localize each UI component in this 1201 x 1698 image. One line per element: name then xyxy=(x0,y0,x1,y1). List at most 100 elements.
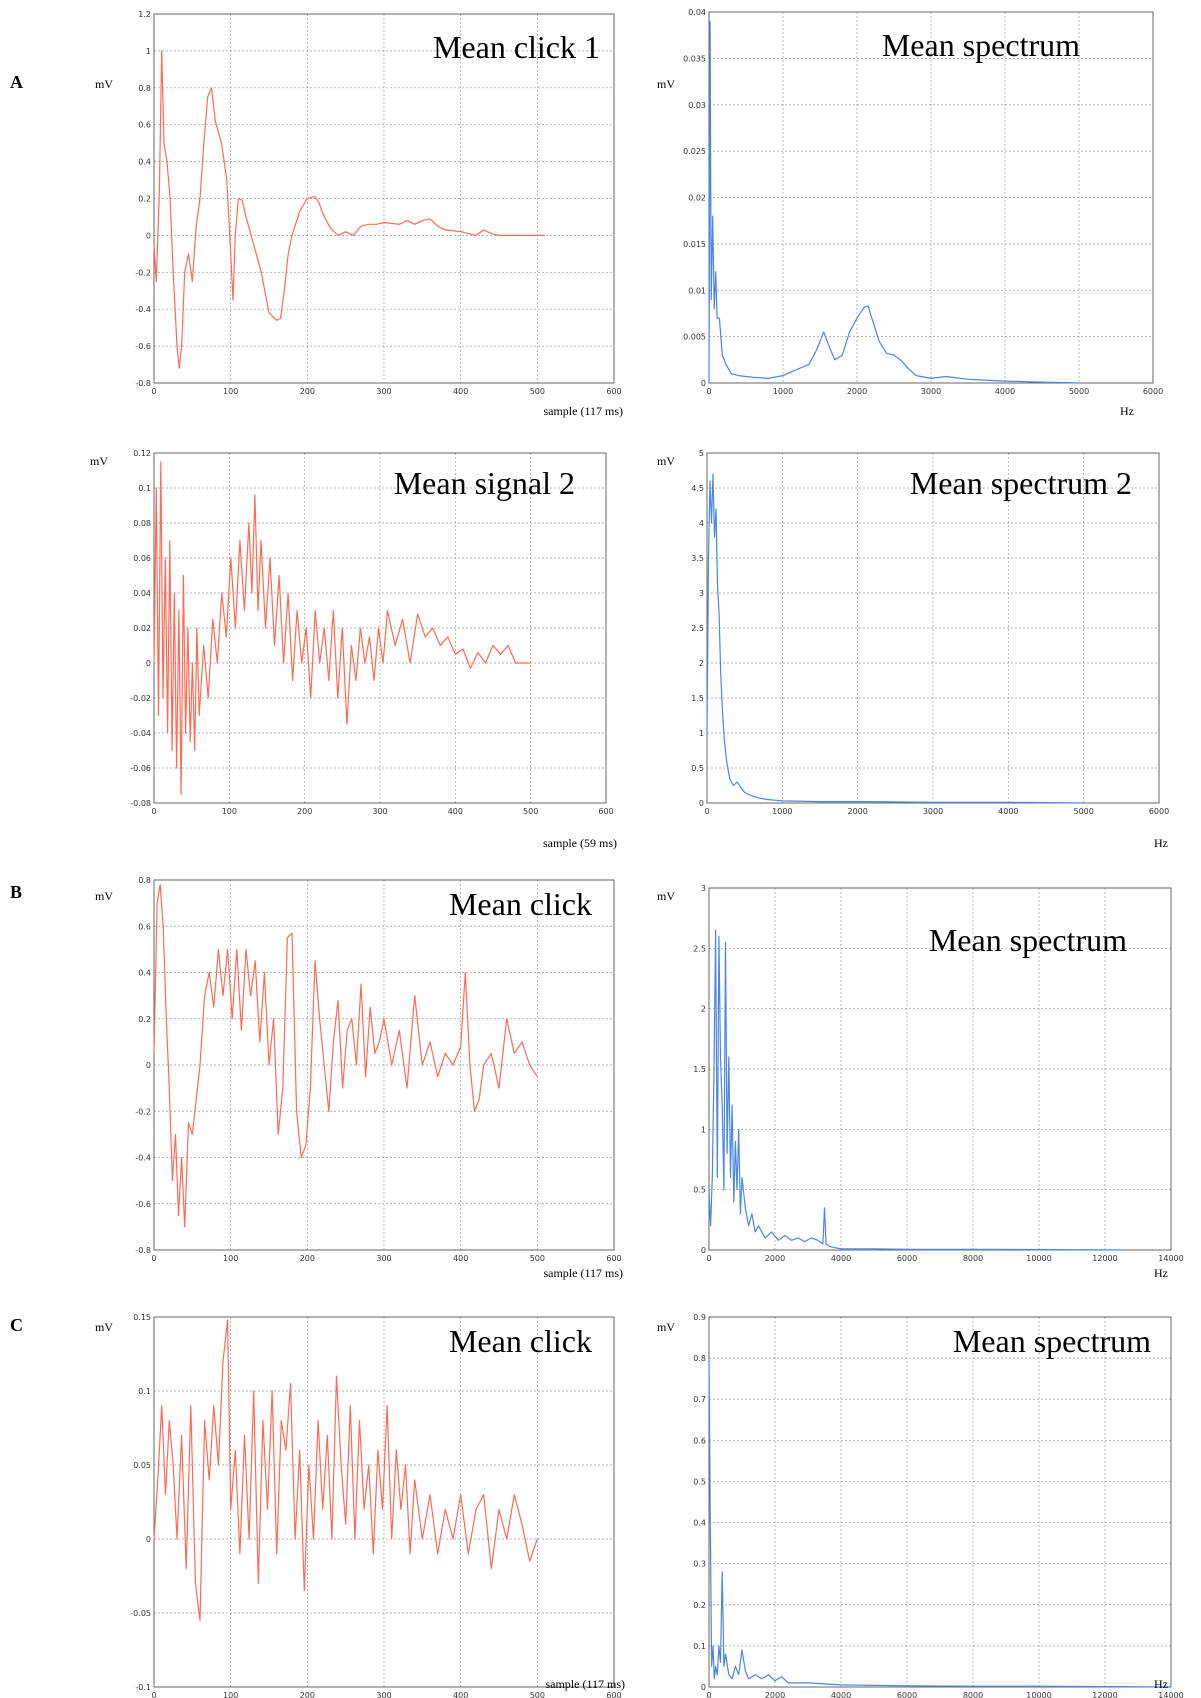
y-tick-label: 0.7 xyxy=(693,1395,706,1404)
y-axis-label: mV xyxy=(90,454,108,468)
x-tick-label: 100 xyxy=(223,1254,238,1263)
x-axis-label: Hz xyxy=(1154,1677,1168,1691)
y-tick-label: 4.5 xyxy=(691,484,704,493)
y-tick-label: -0.02 xyxy=(130,694,151,703)
x-tick-label: 4000 xyxy=(831,1254,851,1263)
y-tick-label: 3 xyxy=(699,589,704,598)
y-tick-label: 0.12 xyxy=(133,449,151,458)
y-tick-label: 0 xyxy=(146,1061,151,1070)
x-tick-label: 3000 xyxy=(921,387,941,396)
x-tick-label: 8000 xyxy=(963,1691,983,1698)
series-line xyxy=(706,473,1084,804)
y-tick-label: 0 xyxy=(701,379,706,388)
y-tick-label: -0.04 xyxy=(130,729,151,738)
y-tick-label: 0 xyxy=(701,1246,706,1255)
x-tick-label: 400 xyxy=(453,1254,468,1263)
x-tick-label: 4000 xyxy=(998,807,1018,816)
x-tick-label: 100 xyxy=(223,1691,238,1698)
x-tick-label: 400 xyxy=(453,1691,468,1698)
y-tick-label: 0.025 xyxy=(683,147,706,156)
y-tick-label: 0.8 xyxy=(693,1354,706,1363)
x-tick-label: 300 xyxy=(376,387,391,396)
y-tick-label: 0.2 xyxy=(138,1015,151,1024)
y-tick-label: -0.6 xyxy=(135,342,151,351)
x-tick-label: 500 xyxy=(523,807,538,816)
x-tick-label: 2000 xyxy=(847,387,867,396)
x-tick-label: 0 xyxy=(151,1254,156,1263)
x-axis-label: sample (117 ms) xyxy=(543,404,623,418)
plot-frame xyxy=(708,1316,1172,1688)
y-tick-label: 0.3 xyxy=(693,1560,706,1569)
x-axis-label: Hz xyxy=(1120,404,1134,418)
x-tick-label: 600 xyxy=(606,1254,621,1263)
x-tick-label: 300 xyxy=(372,807,387,816)
x-tick-label: 6000 xyxy=(897,1254,917,1263)
x-axis-label: Hz xyxy=(1154,1266,1168,1280)
x-tick-label: 5000 xyxy=(1073,807,1093,816)
panel-label-c: C xyxy=(10,1315,23,1335)
y-tick-label: 0.1 xyxy=(138,1387,151,1396)
y-tick-label: 1 xyxy=(701,1125,706,1134)
plot-frame xyxy=(153,13,615,384)
y-tick-label: 1 xyxy=(146,47,151,56)
x-tick-label: 200 xyxy=(300,1691,315,1698)
x-tick-label: 300 xyxy=(376,1691,391,1698)
y-tick-label: 0.2 xyxy=(693,1601,706,1610)
panel-label-a: A xyxy=(10,72,23,92)
y-tick-label: -0.1 xyxy=(135,1683,151,1692)
y-tick-label: 0.015 xyxy=(683,240,706,249)
y-tick-label: 0.6 xyxy=(693,1436,706,1445)
y-tick-label: 1.5 xyxy=(691,694,704,703)
y-tick-label: 0.4 xyxy=(138,969,151,978)
chart-3: 0 100 200 300 400 500 600 -0.08 -0.06 -0.04 -0.02 0… xyxy=(90,449,617,850)
x-tick-label: 400 xyxy=(448,807,463,816)
x-tick-label: 3000 xyxy=(923,807,943,816)
y-axis-label: mV xyxy=(95,889,113,903)
x-tick-label: 4000 xyxy=(995,387,1015,396)
x-tick-label: 6000 xyxy=(1149,807,1169,816)
y-tick-label: -0.8 xyxy=(135,379,151,388)
x-tick-label: 8000 xyxy=(963,1254,983,1263)
x-tick-label: 500 xyxy=(530,1691,545,1698)
series-line xyxy=(153,1319,538,1622)
x-tick-label: 0 xyxy=(706,387,711,396)
chart-title: Mean spectrum xyxy=(929,922,1127,958)
y-tick-label: -0.4 xyxy=(135,305,151,314)
x-tick-label: 100 xyxy=(222,807,237,816)
y-axis-label: mV xyxy=(95,1320,113,1334)
x-tick-label: 12000 xyxy=(1092,1691,1117,1698)
y-tick-label: -0.4 xyxy=(135,1154,151,1163)
x-tick-label: 600 xyxy=(598,807,613,816)
plot-area xyxy=(709,1317,1171,1687)
y-tick-label: 5 xyxy=(699,449,704,458)
x-tick-label: 200 xyxy=(300,1254,315,1263)
chart-title: Mean spectrum xyxy=(882,27,1080,63)
y-tick-label: 0.15 xyxy=(133,1313,151,1322)
x-tick-label: 5000 xyxy=(1069,387,1089,396)
series-line xyxy=(153,883,538,1228)
plot-frame xyxy=(708,887,1172,1251)
y-tick-label: -0.05 xyxy=(130,1609,151,1618)
x-tick-label: 1000 xyxy=(773,387,793,396)
chart-2: 0 1000 2000 3000 4000 5000 6000 0 0.005 0.01 0.015… xyxy=(657,8,1163,418)
y-axis-label: mV xyxy=(657,454,675,468)
x-axis-label: sample (59 ms) xyxy=(543,836,617,850)
x-tick-label: 10000 xyxy=(1026,1691,1051,1698)
y-tick-label: -0.2 xyxy=(135,1107,151,1116)
chart-1: 0 100 200 300 400 500 600 -0.8 -0.6 -0.4 -0.2 0 0.2 0… xyxy=(95,10,623,418)
chart-5: 0 100 200 300 400 500 600 -0.8 -0.6 -0.4 -0.2 0 0.2 0… xyxy=(95,876,623,1280)
chart-title: Mean click 1 xyxy=(433,29,600,65)
y-tick-label: 0.2 xyxy=(138,195,151,204)
y-tick-label: 0.9 xyxy=(693,1313,706,1322)
y-tick-label: 0.6 xyxy=(138,922,151,931)
chart-title: Mean click xyxy=(449,886,592,922)
y-axis-label: mV xyxy=(95,77,113,91)
series-line xyxy=(708,20,1080,384)
y-tick-label: 0.1 xyxy=(138,484,151,493)
x-tick-label: 100 xyxy=(223,387,238,396)
x-tick-label: 0 xyxy=(706,1691,711,1698)
x-tick-label: 14000 xyxy=(1158,1254,1183,1263)
y-tick-label: 1 xyxy=(699,729,704,738)
y-tick-label: 0.5 xyxy=(693,1477,706,1486)
